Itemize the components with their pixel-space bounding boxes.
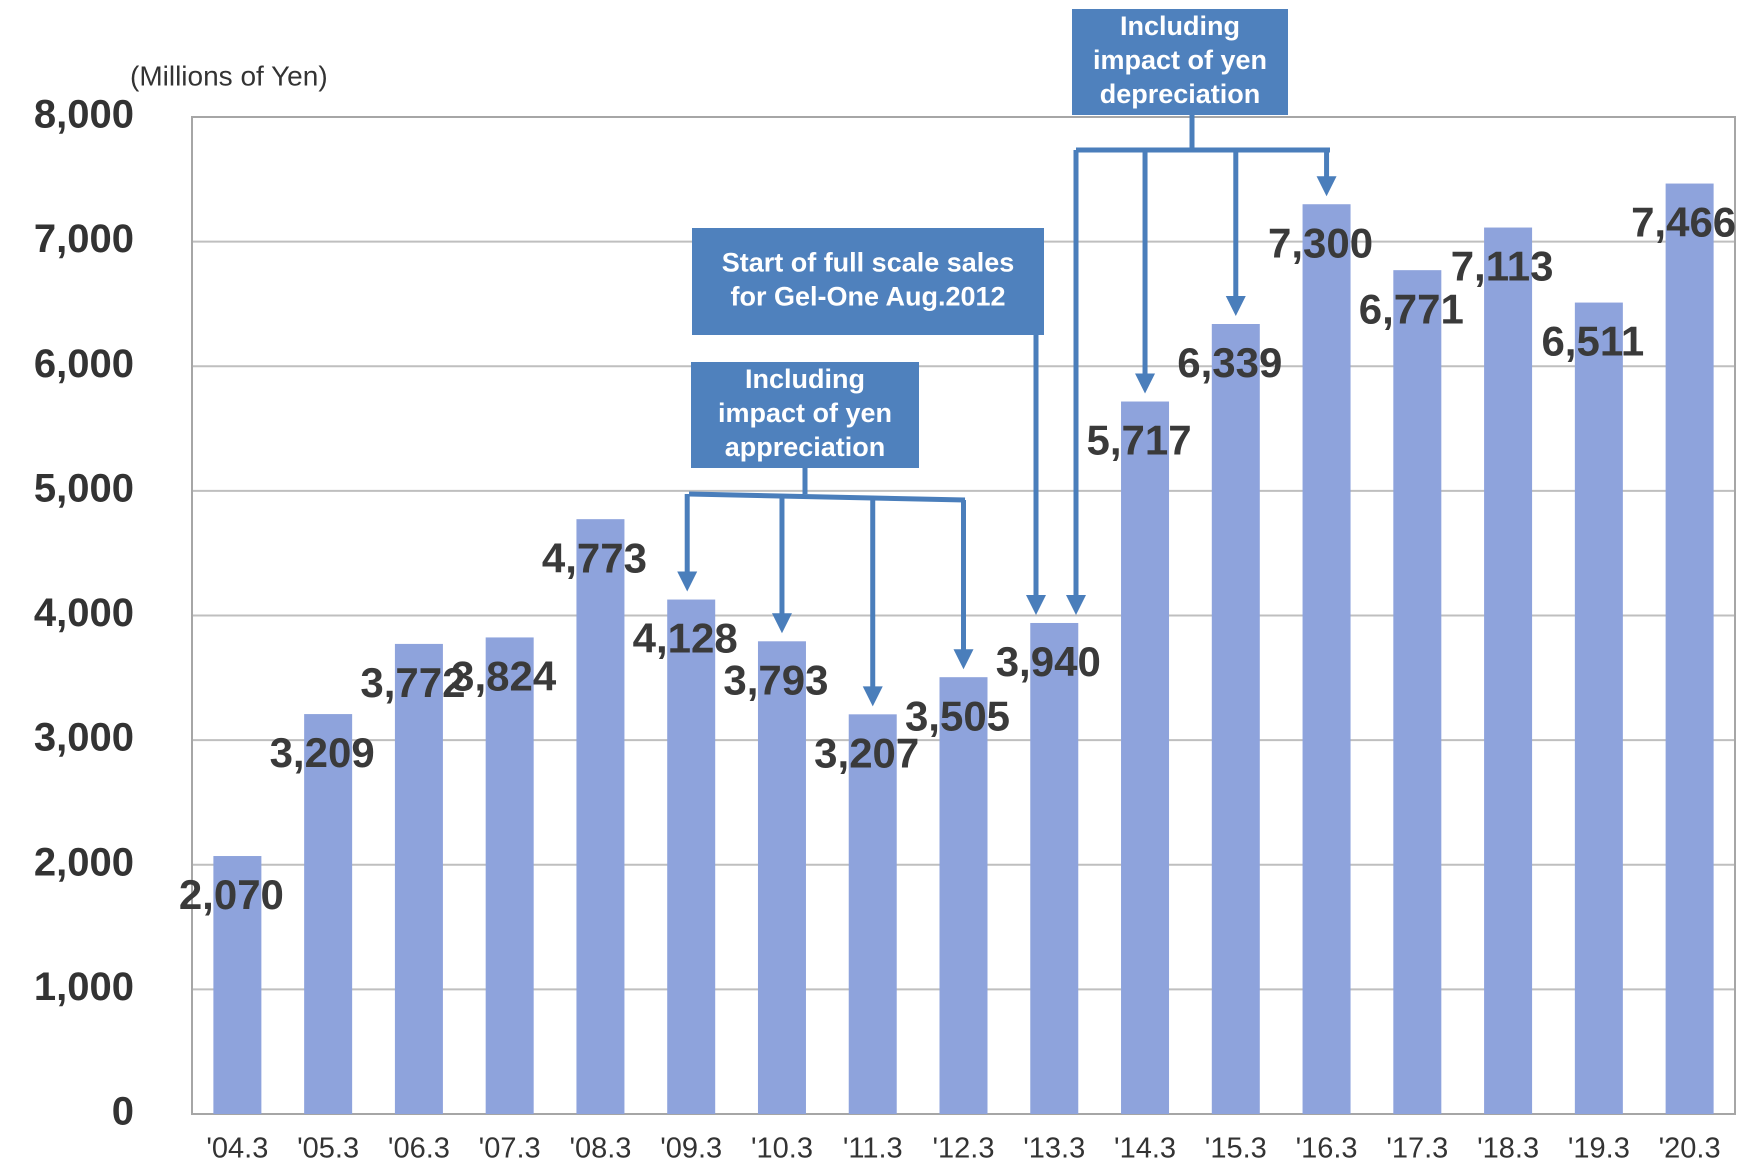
arrow-head	[771, 613, 792, 634]
x-tick-label: '16.3	[1296, 1133, 1358, 1165]
arrow-head	[1066, 594, 1086, 615]
annotation-text: Including	[745, 364, 865, 394]
x-tick-label: '11.3	[843, 1133, 903, 1165]
data-label: 4,773	[542, 534, 647, 581]
data-label: 4,128	[633, 615, 738, 662]
data-label: 7,113	[1451, 243, 1554, 290]
bar	[1121, 401, 1170, 1114]
x-tick-label: '19.3	[1568, 1133, 1630, 1165]
bar	[1211, 324, 1260, 1114]
annotation-text: impact of yen	[718, 398, 892, 428]
bar	[304, 714, 353, 1114]
x-tick-label: '04.3	[206, 1133, 268, 1165]
data-label: 3,940	[996, 638, 1101, 685]
data-label: 3,505	[905, 692, 1010, 739]
arrow-head	[1026, 594, 1046, 615]
bar	[1574, 302, 1623, 1114]
data-label: 6,339	[1177, 339, 1282, 386]
data-label: 3,207	[814, 729, 919, 776]
y-tick-label: 4,000	[34, 591, 134, 635]
arrow-head	[862, 686, 883, 707]
annotation-text: depreciation	[1100, 79, 1261, 109]
bar	[1665, 183, 1714, 1114]
bar	[939, 677, 988, 1114]
bar	[667, 599, 716, 1114]
x-tick-label: '06.3	[388, 1133, 450, 1165]
bar	[485, 637, 534, 1114]
y-axis-label: (Millions of Yen)	[130, 60, 328, 91]
arrow-head	[677, 571, 698, 592]
bar	[576, 519, 625, 1114]
annotation-connector	[688, 491, 966, 503]
y-tick-label: 2,000	[34, 840, 134, 884]
annotation-box	[692, 228, 1044, 335]
x-tick-label: '15.3	[1205, 1133, 1267, 1165]
arrow-head	[953, 649, 974, 670]
bar	[1030, 622, 1079, 1114]
data-label: 3,772	[360, 659, 465, 706]
x-tick-label: '09.3	[660, 1133, 722, 1165]
x-tick-label: '05.3	[297, 1133, 359, 1165]
x-tick-label: '10.3	[751, 1133, 813, 1165]
bar	[1302, 204, 1351, 1115]
y-tick-label: 6,000	[34, 342, 134, 386]
x-tick-label: '08.3	[569, 1133, 631, 1165]
annotation-text: Start of full scale sales	[722, 248, 1015, 278]
annotation-text: Including	[1120, 11, 1240, 41]
annotation-text: impact of yen	[1093, 45, 1267, 75]
y-tick-label: 0	[112, 1090, 134, 1134]
data-label: 6,771	[1359, 285, 1464, 332]
x-tick-label: '20.3	[1659, 1133, 1721, 1165]
y-tick-label: 3,000	[34, 716, 134, 760]
annotation-text: appreciation	[725, 432, 886, 462]
data-label: 7,466	[1631, 199, 1736, 246]
x-tick-label: '13.3	[1023, 1133, 1085, 1165]
data-label: 6,511	[1541, 318, 1644, 365]
y-tick-label: 8,000	[34, 93, 134, 137]
data-label: 3,209	[270, 729, 375, 776]
bar	[848, 714, 897, 1114]
y-tick-label: 5,000	[34, 466, 134, 510]
x-tick-label: '17.3	[1386, 1133, 1448, 1165]
x-tick-label: '18.3	[1477, 1133, 1539, 1165]
annotation-box	[691, 362, 919, 468]
bar	[394, 643, 443, 1114]
annotation-box	[1072, 9, 1288, 115]
arrow-head	[1316, 176, 1337, 197]
y-tick-label: 7,000	[34, 217, 134, 261]
data-label: 3,793	[723, 656, 828, 703]
arrow-head	[1135, 373, 1156, 394]
x-tick-label: '12.3	[933, 1133, 995, 1165]
x-tick-label: '07.3	[479, 1133, 541, 1165]
bar	[213, 856, 262, 1114]
y-tick-label: 1,000	[34, 965, 134, 1009]
bar	[1484, 227, 1533, 1115]
data-label: 7,300	[1268, 219, 1373, 266]
bar	[1393, 270, 1442, 1114]
data-label: 2,070	[179, 871, 284, 918]
arrow-head	[1225, 296, 1246, 317]
bar	[757, 641, 806, 1114]
x-tick-label: '14.3	[1114, 1133, 1176, 1165]
data-label: 5,717	[1086, 417, 1191, 464]
data-label: 3,824	[451, 653, 557, 700]
annotation-text: for Gel-One Aug.2012	[730, 282, 1005, 312]
